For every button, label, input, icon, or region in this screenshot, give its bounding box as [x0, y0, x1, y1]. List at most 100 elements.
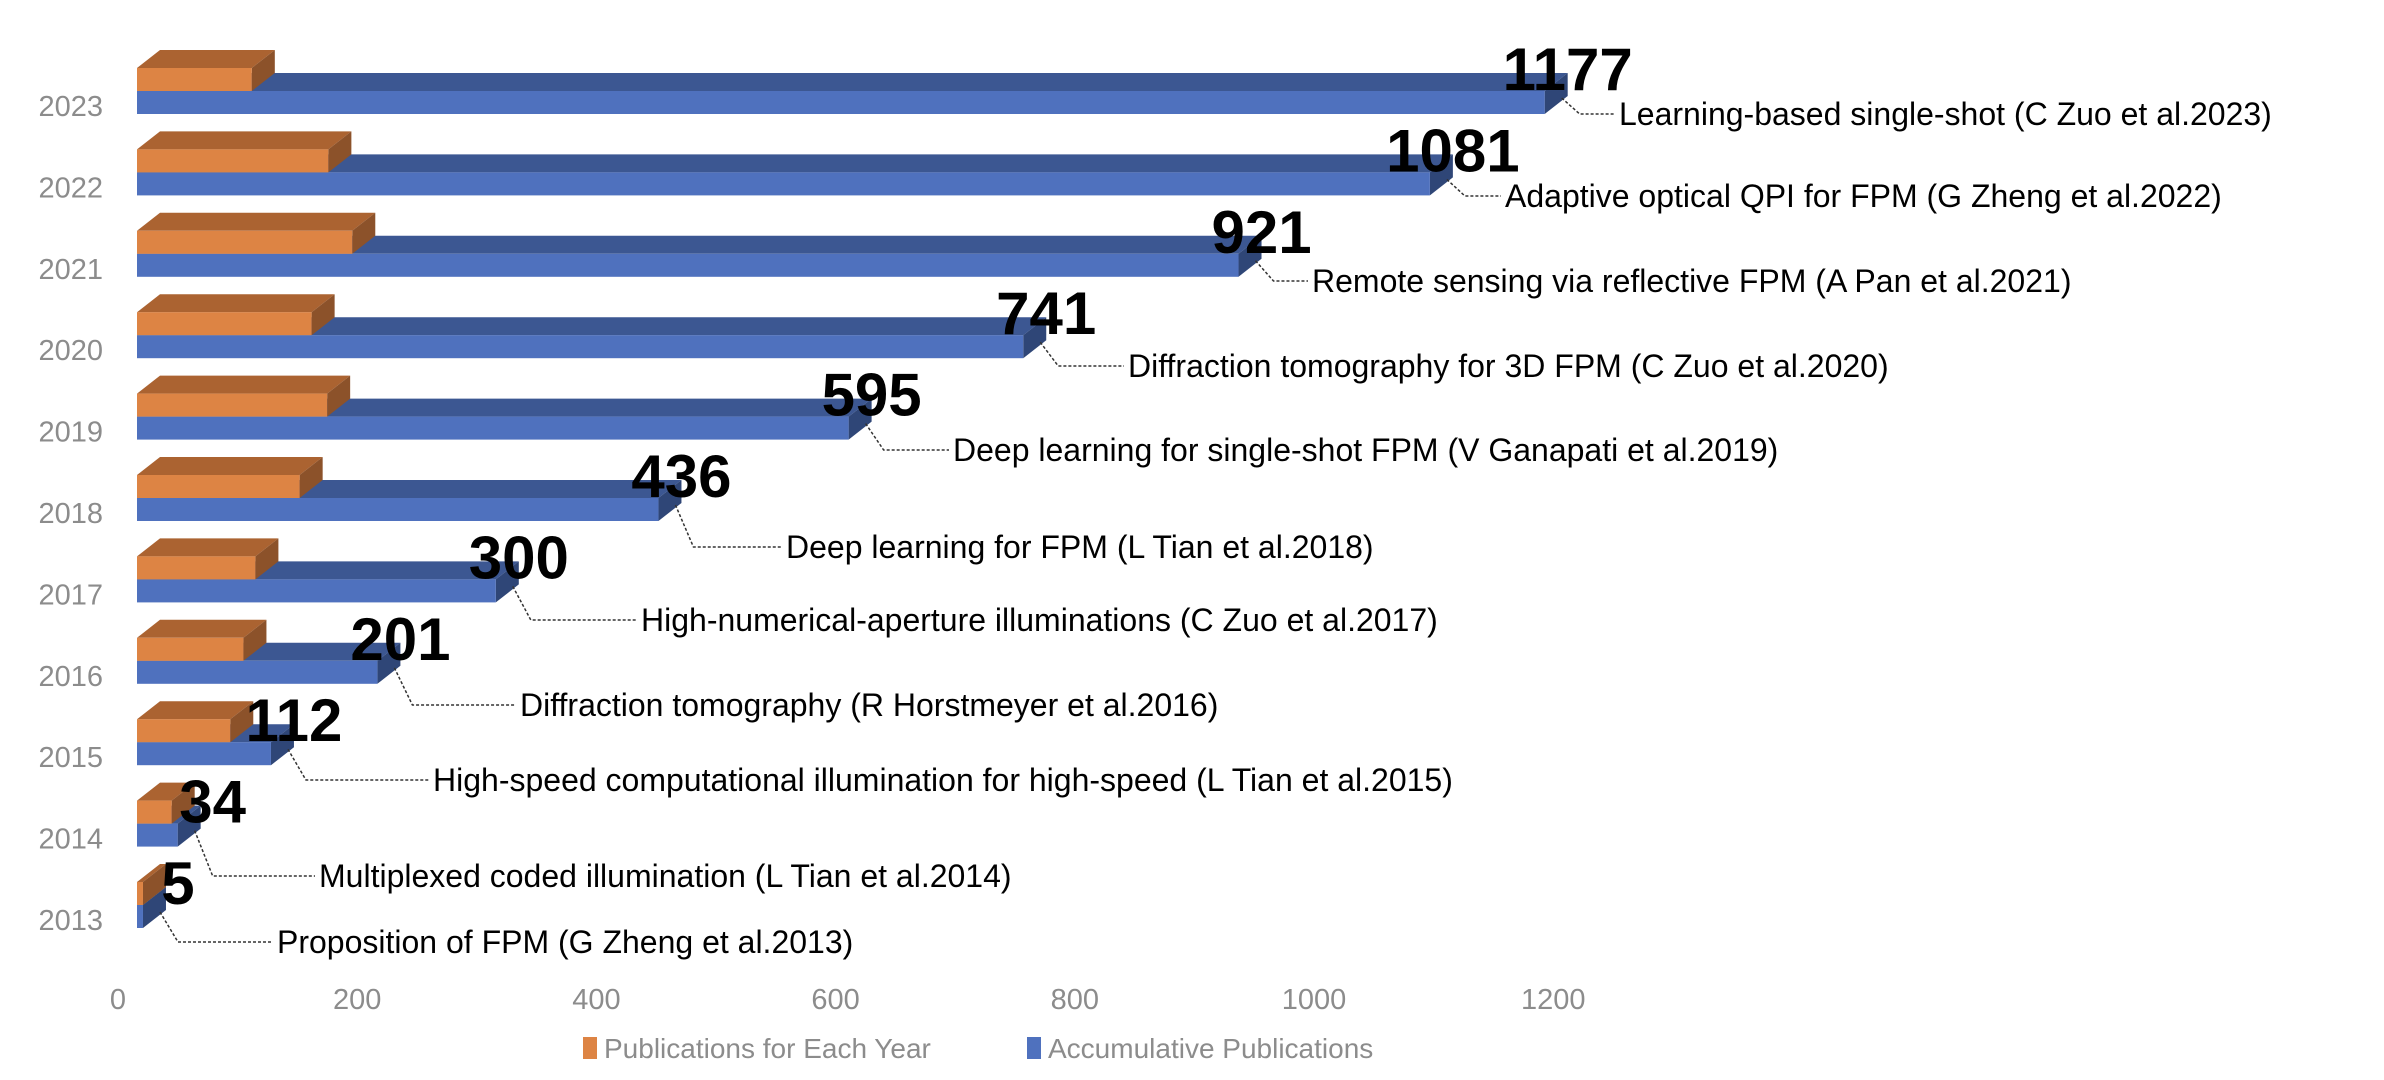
legend-label-accumulative: Accumulative Publications: [1048, 1033, 1373, 1064]
bar-accumulative-side: [848, 398, 872, 440]
bars-layer: [137, 50, 1568, 928]
bar-group-2020: [137, 294, 1047, 359]
bar-yearly-side: [327, 375, 351, 417]
bar-accumulative-side: [1238, 235, 1262, 277]
y-tick-label: 2020: [38, 335, 103, 367]
bar-yearly: [137, 68, 252, 91]
x-tick-label: 200: [333, 984, 381, 1016]
bar-yearly-top: [137, 782, 195, 801]
bar-group-2018: [137, 457, 682, 521]
legend: Publications for Each Year Accumulative …: [583, 1033, 1373, 1064]
bar-yearly: [137, 882, 143, 905]
bar-accumulative-side: [1023, 317, 1047, 359]
bar-accumulative: [137, 172, 1430, 196]
bar-accumulative-side: [1544, 73, 1568, 114]
x-tick-label: 400: [572, 984, 620, 1016]
bar-yearly-top: [137, 294, 335, 313]
bar-accumulative-side: [1429, 154, 1453, 196]
bar-yearly-top: [137, 131, 352, 150]
data-label: 300: [469, 524, 569, 591]
bar-yearly: [137, 637, 244, 661]
bar-group-2017: [137, 538, 519, 603]
legend-label-yearly: Publications for Each Year: [604, 1033, 931, 1064]
bar-yearly-side: [230, 701, 254, 743]
leader-line: [865, 423, 949, 451]
bar-group-2013: [137, 864, 166, 928]
data-label: 5: [161, 850, 194, 917]
bar-yearly: [137, 719, 231, 743]
leader-line: [287, 748, 429, 781]
bar-yearly: [137, 393, 328, 417]
bar-yearly-side: [328, 131, 352, 173]
annotation-label: Proposition of FPM (G Zheng et al.2013): [277, 924, 853, 960]
y-tick-label: 2017: [38, 579, 103, 611]
x-tick-label: 1000: [1282, 984, 1347, 1016]
data-label: 436: [631, 443, 731, 510]
bar-group-2023: [137, 50, 1568, 114]
leader-line: [393, 667, 516, 706]
y-tick-label: 2019: [38, 417, 103, 449]
bar-group-2015: [137, 701, 294, 766]
bar-yearly: [137, 475, 300, 498]
annotation-label: High-numerical-aperture illuminations (C…: [641, 602, 1438, 638]
leader-line: [674, 504, 782, 548]
leader-line: [1561, 97, 1615, 115]
bar-yearly-top: [137, 619, 267, 638]
leader-line: [159, 911, 273, 943]
bar-yearly: [137, 149, 329, 173]
bar-accumulative-top: [137, 154, 1453, 173]
bar-accumulative: [137, 660, 378, 684]
y-tick-label: 2015: [38, 742, 103, 774]
y-tick-label: 2018: [38, 498, 103, 530]
bar-yearly: [137, 556, 256, 580]
data-label: 34: [179, 769, 246, 836]
data-label: 1177: [1503, 36, 1633, 103]
y-tick-label: 2023: [38, 91, 103, 123]
bar-yearly-side: [243, 619, 267, 661]
bar-yearly-side: [171, 782, 195, 824]
bar-yearly-top: [137, 538, 279, 557]
x-axis: 0 200 400 600 800 1000 1200: [110, 984, 1586, 1016]
legend-swatch-yearly: [583, 1037, 597, 1059]
data-label: 1081: [1386, 117, 1519, 184]
annotation-label: Adaptive optical QPI for FPM (G Zheng et…: [1505, 178, 2222, 214]
bar-accumulative-side: [495, 561, 519, 603]
data-label: 921: [1211, 199, 1311, 266]
bar-yearly-top: [137, 375, 351, 394]
annotation-label: High-speed computational illumination fo…: [433, 762, 1453, 798]
data-label: 201: [350, 606, 450, 673]
bar-yearly-side: [142, 864, 166, 905]
bar-yearly: [137, 230, 353, 254]
bar-accumulative: [137, 823, 178, 847]
x-tick-label: 0: [110, 984, 126, 1016]
bar-accumulative: [137, 742, 271, 766]
bar-accumulative: [137, 905, 143, 928]
leader-line: [512, 586, 637, 621]
bar-yearly-top: [137, 701, 254, 720]
bar-yearly-side: [352, 212, 376, 254]
bar-yearly-side: [251, 50, 275, 91]
bar-group-2019: [137, 375, 872, 440]
bar-accumulative-top: [137, 235, 1262, 254]
legend-swatch-accumulative: [1027, 1037, 1041, 1059]
bar-yearly-top: [137, 212, 376, 231]
bar-accumulative: [137, 253, 1239, 277]
bar-accumulative-side: [377, 642, 401, 684]
data-label: 595: [822, 362, 922, 429]
bar-group-2016: [137, 619, 401, 684]
bar-group-2022: [137, 131, 1453, 196]
bar-accumulative: [137, 91, 1545, 114]
bar-accumulative-side: [270, 724, 294, 766]
bar-accumulative-side: [658, 480, 682, 521]
bar-accumulative-side: [142, 887, 166, 928]
bar-yearly-top: [137, 457, 323, 475]
bar-accumulative: [137, 335, 1024, 359]
annotation-label: Diffraction tomography for 3D FPM (C Zuo…: [1128, 348, 1889, 384]
annotation-label: Diffraction tomography (R Horstmeyer et …: [520, 687, 1218, 723]
x-tick-label: 800: [1051, 984, 1099, 1016]
bar-accumulative: [137, 498, 659, 521]
bar-accumulative-side: [177, 805, 201, 847]
bar-yearly-side: [255, 538, 279, 580]
